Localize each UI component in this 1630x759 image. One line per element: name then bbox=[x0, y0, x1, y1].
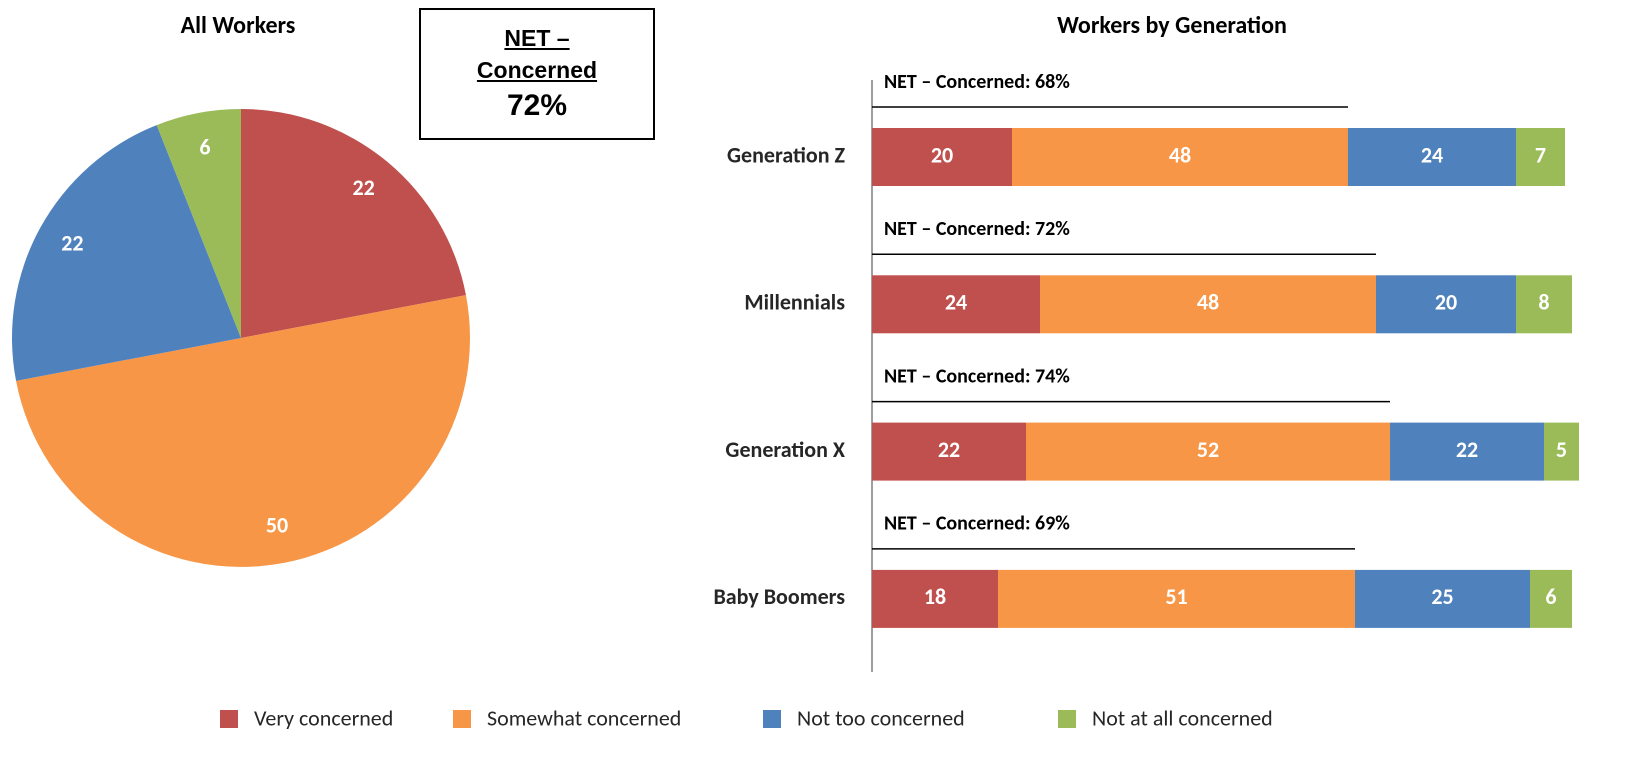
pie-slice bbox=[156, 109, 241, 338]
data-label: 50 bbox=[266, 511, 288, 538]
net-label: NET – Concerned: 68% bbox=[884, 70, 1070, 94]
data-label: 20 bbox=[1435, 289, 1457, 316]
legend-swatch bbox=[220, 710, 238, 728]
chart-title: Workers by Generation bbox=[1057, 11, 1287, 40]
pie-slice bbox=[241, 109, 466, 338]
bar-segment bbox=[1348, 128, 1516, 186]
data-label: 25 bbox=[1431, 583, 1453, 610]
data-label: 6 bbox=[199, 133, 210, 160]
legend-swatch bbox=[1058, 710, 1076, 728]
data-label: 24 bbox=[1421, 141, 1443, 168]
bar-segment bbox=[1355, 569, 1530, 628]
net-label: NET – Concerned: 69% bbox=[884, 512, 1070, 536]
category-label: Millennials bbox=[744, 289, 845, 316]
data-label: 48 bbox=[1197, 289, 1219, 316]
data-label: 20 bbox=[931, 141, 953, 168]
legend-swatch bbox=[763, 710, 781, 728]
data-label: 48 bbox=[1169, 141, 1191, 168]
data-label: 6 bbox=[1545, 583, 1556, 610]
data-label: 7 bbox=[1535, 141, 1546, 168]
bar-segment bbox=[1544, 422, 1579, 481]
data-label: 22 bbox=[352, 174, 374, 201]
pie-slice bbox=[12, 125, 241, 381]
data-label: 51 bbox=[1165, 583, 1187, 610]
category-label: Generation X bbox=[725, 436, 845, 463]
data-label: 52 bbox=[1197, 436, 1219, 463]
bar-segment bbox=[872, 275, 1040, 334]
bar-segment bbox=[872, 422, 1026, 481]
legend-label: Somewhat concerned bbox=[487, 704, 681, 731]
bar-segment bbox=[872, 569, 998, 628]
data-label: 22 bbox=[61, 230, 83, 257]
bar-segment bbox=[1040, 275, 1376, 334]
annotation-title: NET – Concerned bbox=[476, 25, 598, 83]
bar-segment bbox=[872, 128, 1012, 186]
legend-label: Very concerned bbox=[254, 704, 393, 731]
bar-segment bbox=[1516, 275, 1572, 334]
data-label: 22 bbox=[938, 436, 960, 463]
net-label: NET – Concerned: 72% bbox=[884, 217, 1070, 241]
data-label: 22 bbox=[1456, 436, 1478, 463]
net-label: NET – Concerned: 74% bbox=[884, 364, 1070, 388]
legend-label: Not too concerned bbox=[797, 704, 965, 731]
bar-segment bbox=[1516, 128, 1565, 186]
legend-swatch bbox=[453, 710, 471, 728]
bar-segment bbox=[1026, 422, 1390, 481]
bar-segment bbox=[1390, 422, 1544, 481]
bar-segment bbox=[1012, 128, 1348, 186]
pie-slice bbox=[16, 295, 470, 567]
bar-segment bbox=[1376, 275, 1516, 334]
data-label: 18 bbox=[924, 583, 946, 610]
legend-label: Not at all concerned bbox=[1092, 704, 1273, 731]
chart-title: All Workers bbox=[181, 11, 296, 40]
category-label: Generation Z bbox=[727, 141, 845, 168]
annotation-value: 72% bbox=[506, 89, 568, 122]
bar-segment bbox=[998, 569, 1355, 628]
category-label: Baby Boomers bbox=[713, 583, 845, 610]
data-label: 5 bbox=[1556, 436, 1567, 463]
data-label: 8 bbox=[1538, 289, 1549, 316]
data-label: 24 bbox=[945, 289, 967, 316]
bar-segment bbox=[1530, 569, 1572, 628]
annotation-box: NET – Concerned 72% bbox=[419, 8, 655, 140]
